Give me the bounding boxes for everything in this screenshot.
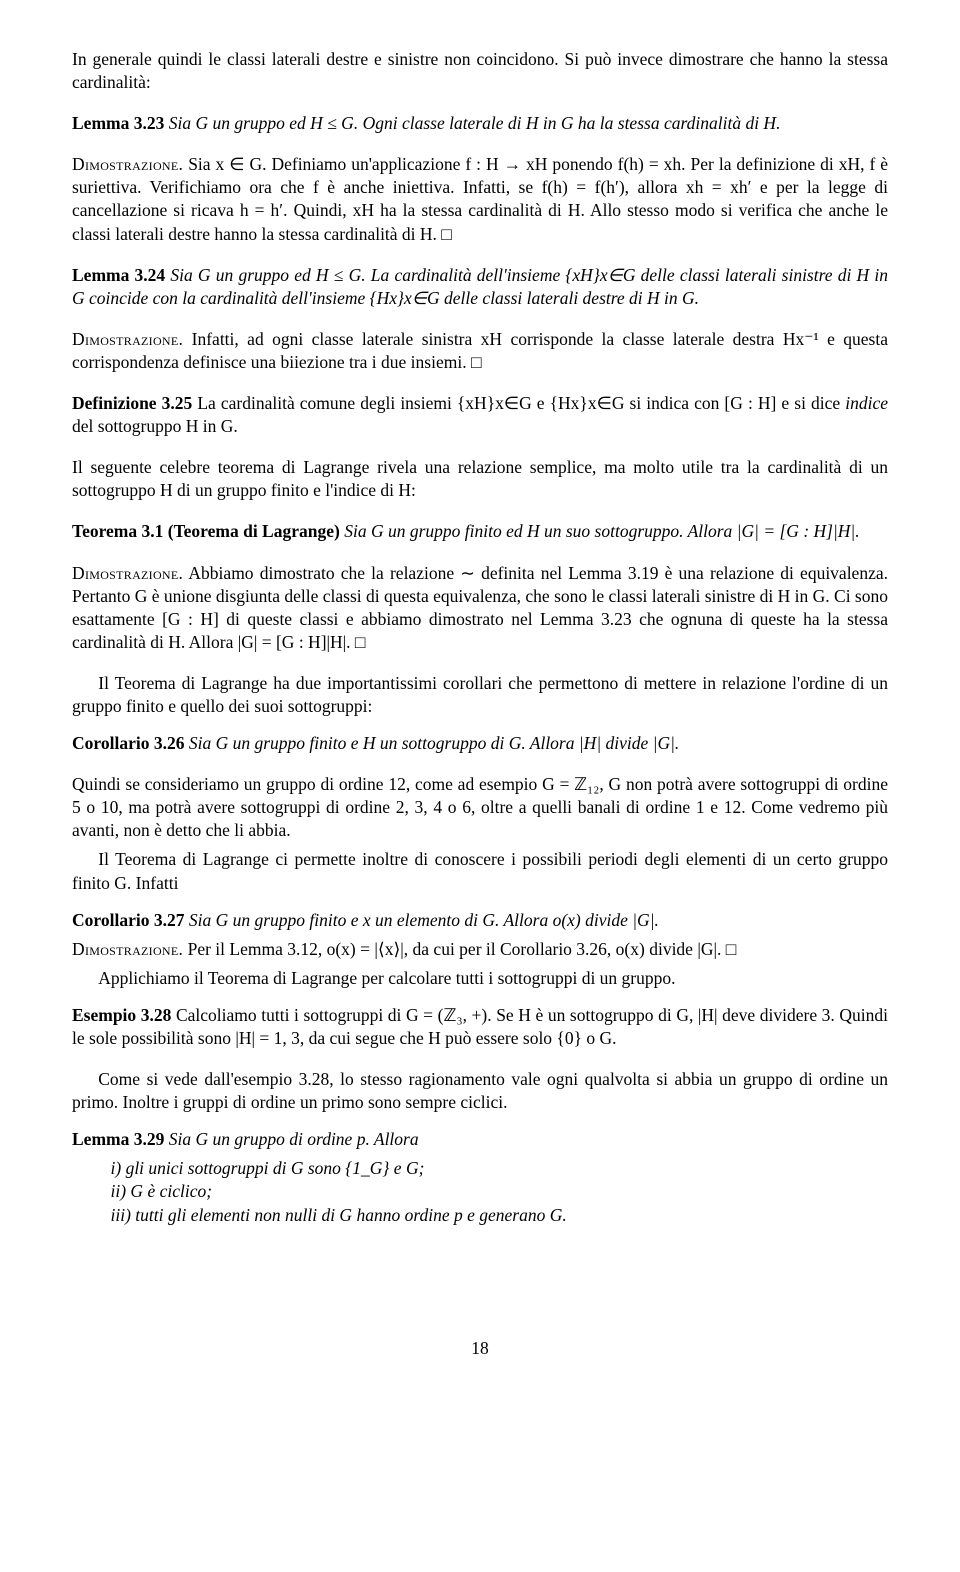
theorem-3-1-head: Teorema 3.1 (Teorema di Lagrange) — [72, 521, 340, 541]
lemma-3-23-head: Lemma 3.23 — [72, 113, 164, 133]
lemma-3-29-item-ii: ii) G è ciclico; — [111, 1180, 889, 1203]
corollary-3-26: Corollario 3.26 Sia G un gruppo finito e… — [72, 732, 888, 755]
lemma-3-29-item-iii: iii) tutti gli elementi non nulli di G h… — [111, 1204, 889, 1227]
page: In generale quindi le classi laterali de… — [0, 0, 960, 1420]
paragraph-after-326-b: Il Teorema di Lagrange ci permette inolt… — [72, 848, 888, 894]
corollary-3-26-head: Corollario 3.26 — [72, 733, 184, 753]
corollary-3-27: Corollario 3.27 Sia G un gruppo finito e… — [72, 909, 888, 932]
corollary-3-26-statement: Sia G un gruppo finito e H un sottogrupp… — [189, 733, 679, 753]
proof-3-1-text: Abbiamo dimostrato che la relazione ∼ de… — [72, 563, 888, 652]
lemma-3-29-items: i) gli unici sottogruppi di G sono {1_G}… — [111, 1157, 889, 1226]
proof-3-1: Dimostrazione. Abbiamo dimostrato che la… — [72, 562, 888, 654]
paragraph-apply-lagrange: Applichiamo il Teorema di Lagrange per c… — [72, 967, 888, 990]
paragraph-lagrange-intro: Il seguente celebre teorema di Lagrange … — [72, 456, 888, 502]
definition-3-25-text-b: del sottogruppo H in G. — [72, 416, 238, 436]
proof-3-24: Dimostrazione. Infatti, ad ogni classe l… — [72, 328, 888, 374]
corollary-3-27-statement: Sia G un gruppo finito e x un elemento d… — [189, 910, 659, 930]
example-3-28: Esempio 3.28 Calcoliamo tutti i sottogru… — [72, 1004, 888, 1050]
definition-3-25-indice: indice — [845, 393, 888, 413]
proof-label: Dimostrazione. — [72, 329, 183, 349]
lemma-3-29-statement: Sia G un gruppo di ordine p. Allora — [169, 1129, 419, 1149]
proof-label: Dimostrazione. — [72, 154, 183, 174]
lemma-3-24-head: Lemma 3.24 — [72, 265, 165, 285]
lemma-3-29-item-i: i) gli unici sottogruppi di G sono {1_G}… — [111, 1157, 889, 1180]
proof-label: Dimostrazione. — [72, 563, 183, 583]
theorem-3-1-statement: Sia G un gruppo finito ed H un suo sotto… — [344, 521, 859, 541]
example-3-28-text: Calcoliamo tutti i sottogruppi di G = (ℤ… — [72, 1005, 888, 1048]
page-number: 18 — [72, 1337, 888, 1360]
lemma-3-23-statement: Sia G un gruppo ed H ≤ G. Ogni classe la… — [169, 113, 781, 133]
lemma-3-29-head: Lemma 3.29 — [72, 1129, 164, 1149]
lemma-3-29: Lemma 3.29 Sia G un gruppo di ordine p. … — [72, 1128, 888, 1151]
example-3-28-head: Esempio 3.28 — [72, 1005, 171, 1025]
paragraph-corollary-intro: Il Teorema di Lagrange ha due importanti… — [72, 672, 888, 718]
lemma-3-23: Lemma 3.23 Sia G un gruppo ed H ≤ G. Ogn… — [72, 112, 888, 135]
proof-3-23: Dimostrazione. Sia x ∈ G. Definiamo un'a… — [72, 153, 888, 245]
lemma-3-24: Lemma 3.24 Sia G un gruppo ed H ≤ G. La … — [72, 264, 888, 310]
proof-3-27: Dimostrazione. Per il Lemma 3.12, o(x) =… — [72, 938, 888, 961]
paragraph-after-326-a: Quindi se consideriamo un gruppo di ordi… — [72, 773, 888, 842]
proof-label: Dimostrazione. — [72, 939, 183, 959]
proof-3-23-text: Sia x ∈ G. Definiamo un'applicazione f :… — [72, 154, 888, 243]
definition-3-25-text-a: La cardinalità comune degli insiemi {xH}… — [197, 393, 845, 413]
proof-3-24-text: Infatti, ad ogni classe laterale sinistr… — [72, 329, 888, 372]
paragraph-after-example: Come si vede dall'esempio 3.28, lo stess… — [72, 1068, 888, 1114]
proof-3-27-text: Per il Lemma 3.12, o(x) = |⟨x⟩|, da cui … — [188, 939, 737, 959]
paragraph-intro: In generale quindi le classi laterali de… — [72, 48, 888, 94]
corollary-3-27-head: Corollario 3.27 — [72, 910, 184, 930]
theorem-3-1: Teorema 3.1 (Teorema di Lagrange) Sia G … — [72, 520, 888, 543]
lemma-3-24-statement: Sia G un gruppo ed H ≤ G. La cardinalità… — [72, 265, 888, 308]
definition-3-25-head: Definizione 3.25 — [72, 393, 192, 413]
definition-3-25: Definizione 3.25 La cardinalità comune d… — [72, 392, 888, 438]
